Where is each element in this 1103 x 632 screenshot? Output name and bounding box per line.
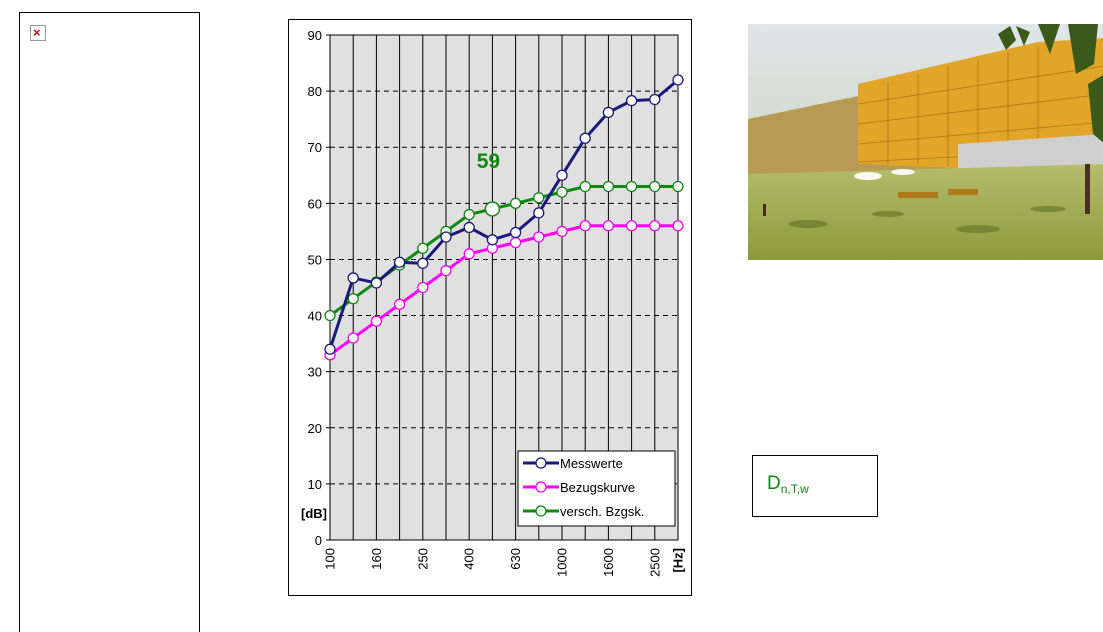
data-point <box>509 197 522 209</box>
data-point <box>579 220 591 232</box>
y-tick-label: 50 <box>308 252 322 267</box>
legend-marker <box>535 457 547 469</box>
x-tick-label: 1000 <box>555 548 570 577</box>
data-point <box>463 221 475 234</box>
y-tick-label: 60 <box>308 196 322 211</box>
y-tick-label: 30 <box>308 365 322 380</box>
y-tick-label: 10 <box>308 477 322 492</box>
x-axis-label: [Hz] <box>671 548 686 573</box>
line-chart: 0 10 20 30 40 50 60 70 80 90 100 160 250 400 630 1000 16… <box>301 28 686 577</box>
data-point <box>417 281 429 294</box>
data-point <box>463 208 475 221</box>
data-point <box>509 226 522 239</box>
data-point <box>440 265 452 277</box>
building-photo <box>748 24 1103 260</box>
data-point <box>672 220 684 232</box>
chart-frame: 0 10 20 30 40 50 60 70 80 90 100 160 250 400 630 1000 16… <box>288 19 692 596</box>
x-tick-label: 1600 <box>601 548 616 577</box>
legend-marker <box>535 481 547 493</box>
dntw-main: D <box>767 473 781 494</box>
y-tick-label: 90 <box>308 28 322 43</box>
legend-marker <box>535 505 547 517</box>
data-point <box>370 277 383 289</box>
legend-label: versch. Bzgsk. <box>560 504 645 519</box>
data-point <box>625 220 638 232</box>
data-point <box>625 180 638 193</box>
legend-label: Messwerte <box>560 456 623 471</box>
data-point <box>440 231 452 243</box>
data-point <box>347 293 359 305</box>
dntw-subscript: n,T,w <box>780 482 809 496</box>
broken-image-glyph: × <box>33 25 41 40</box>
data-point <box>625 95 638 107</box>
data-point <box>602 220 615 232</box>
data-point <box>556 225 568 238</box>
x-tick-label: 250 <box>415 548 430 570</box>
data-point <box>393 298 406 310</box>
data-point <box>347 332 359 344</box>
data-point <box>602 106 615 119</box>
data-point <box>579 180 591 193</box>
y-tick-label: 80 <box>308 84 322 99</box>
x-tick-label: 400 <box>462 548 477 570</box>
x-tick-label: 100 <box>323 548 338 570</box>
dntw-metric-box: Dn,T,w <box>752 455 878 517</box>
data-point <box>602 180 615 193</box>
left-panel: × <box>19 12 200 632</box>
data-point <box>533 192 545 204</box>
data-point <box>463 248 475 260</box>
data-point <box>486 234 499 246</box>
data-point <box>509 236 522 249</box>
data-point <box>370 315 383 327</box>
data-point <box>579 132 591 144</box>
dntw-label: Dn,T,w <box>767 473 809 496</box>
x-tick-label: 630 <box>508 548 523 570</box>
data-point <box>417 257 429 270</box>
data-point <box>556 169 568 181</box>
data-point <box>649 93 661 106</box>
data-point <box>347 272 359 284</box>
data-point <box>324 309 336 322</box>
data-point <box>393 256 406 268</box>
series-line <box>329 224 678 357</box>
annotation-marker <box>484 201 501 217</box>
y-tick-label: 20 <box>308 421 322 436</box>
legend-label: Bezugskurve <box>560 480 635 495</box>
broken-image-icon: × <box>30 25 46 41</box>
data-point <box>533 207 545 219</box>
data-point <box>649 180 661 193</box>
data-point <box>533 231 545 243</box>
y-axis-label: [dB] <box>301 506 327 521</box>
data-point <box>649 220 661 232</box>
x-tick-label: 2500 <box>647 548 662 577</box>
plot-border <box>329 34 679 541</box>
x-tick-label: 160 <box>369 548 384 570</box>
y-tick-label: 0 <box>315 533 322 548</box>
y-tick-label: 40 <box>308 309 322 324</box>
y-tick-label: 70 <box>308 140 322 155</box>
series-line <box>328 78 679 350</box>
data-point <box>417 242 429 254</box>
data-point <box>556 186 568 198</box>
data-point <box>672 180 684 193</box>
annotation-label: 59 <box>477 150 500 173</box>
data-point <box>672 74 684 86</box>
data-point <box>324 343 336 355</box>
